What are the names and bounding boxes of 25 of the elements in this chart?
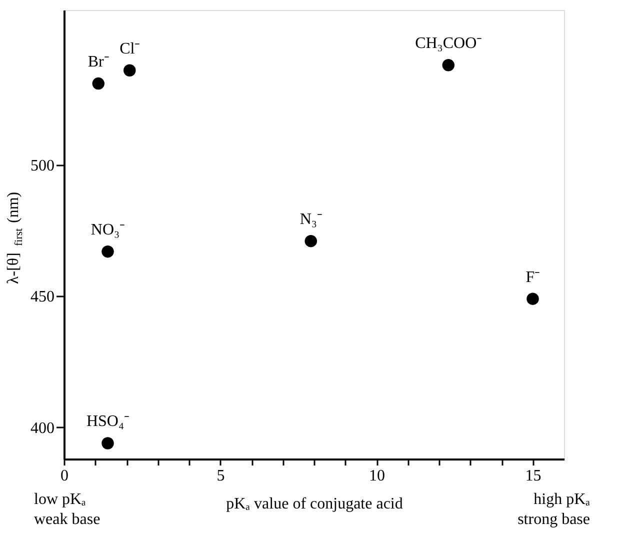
point <box>92 77 104 90</box>
y-axis-title: λ-[θ]first (nm) <box>5 192 25 284</box>
y-tick-label: 400 <box>30 420 54 437</box>
point <box>102 437 114 450</box>
y-tick-label: 500 <box>30 157 54 174</box>
point <box>304 234 317 248</box>
point <box>124 64 136 77</box>
text: high pKₐ strong base <box>518 491 591 528</box>
y-tick-label: 450 <box>30 288 54 306</box>
annotation: CH₃COO⁻ <box>415 35 482 52</box>
annotation: N₃⁻ <box>300 211 322 228</box>
annotation: Br⁻ <box>88 54 109 71</box>
annotation: NO₃⁻ <box>90 222 125 239</box>
point <box>526 292 539 305</box>
x-tick-label: 10 <box>369 468 385 484</box>
annotation: F⁻ <box>526 268 540 286</box>
annotation: HSO₄⁻ <box>86 413 130 430</box>
x-axis-title: pKₐ value of conjugate acid <box>226 496 403 512</box>
x-tick-label: 0 <box>60 468 68 484</box>
point <box>102 245 114 258</box>
point <box>442 59 454 72</box>
x-tick-label: 5 <box>216 468 225 484</box>
text: low pKₐ weak base <box>34 491 100 528</box>
x-tick-label: 15 <box>525 468 542 484</box>
annotation: Cl⁻ <box>120 40 140 58</box>
